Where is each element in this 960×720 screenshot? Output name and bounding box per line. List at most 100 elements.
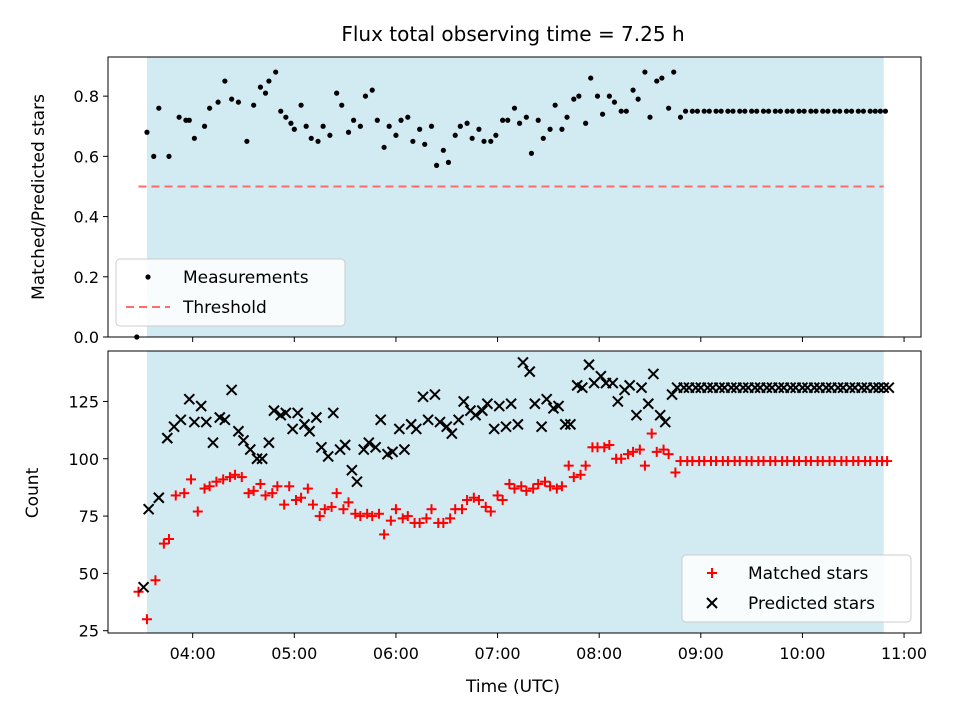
predicted-star-point — [393, 423, 406, 435]
measurement-point — [244, 138, 250, 144]
predicted-star-point — [701, 381, 714, 394]
predicted-star-point — [195, 400, 207, 412]
top-legend: Measurements Threshold — [115, 258, 346, 327]
matched-star-point — [628, 446, 639, 457]
measurement-point — [528, 150, 535, 156]
matched-star-point — [670, 467, 681, 478]
measurement-point — [369, 87, 375, 93]
predicted-star-point — [469, 409, 482, 421]
measurement-point — [144, 129, 150, 135]
top-panel: 0.00.20.40.60.8 Matched/Predicted stars … — [29, 56, 922, 347]
matched-star-point — [516, 481, 527, 492]
predicted-star-point — [417, 391, 429, 403]
matched-star-point — [545, 481, 556, 492]
predicted-star-point — [346, 464, 358, 476]
legend-box — [115, 258, 346, 327]
predicted-star-point — [666, 388, 678, 401]
measurement-point — [303, 123, 309, 129]
legend-label-matched: Matched stars — [748, 564, 868, 584]
predicted-star-point — [207, 437, 219, 449]
predicted-star-point — [844, 381, 856, 394]
predicted-star-point — [612, 395, 624, 408]
matched-star-point — [468, 492, 479, 503]
predicted-star-point — [298, 418, 311, 431]
matched-star-point — [492, 490, 503, 501]
measurement-point — [176, 114, 182, 120]
matched-star-point — [338, 504, 349, 515]
predicted-star-point — [630, 409, 643, 421]
measurement-point — [469, 135, 475, 141]
measurement-point — [855, 108, 861, 114]
measurement-point — [749, 108, 755, 114]
predicted-star-point — [303, 425, 316, 437]
measurement-point — [283, 114, 289, 120]
matched-star-point — [362, 508, 373, 519]
legend-marker-predicted — [706, 597, 718, 609]
matched-star-point — [568, 472, 579, 483]
measurement-point — [725, 108, 731, 114]
measurement-point — [784, 108, 790, 114]
measurement-point — [186, 117, 192, 123]
predicted-star-point — [452, 414, 465, 426]
chart-title: Flux total observing time = 7.25 h — [341, 22, 684, 46]
measurement-point — [730, 108, 736, 114]
matched-star-point — [158, 538, 169, 549]
bottom-axes-frame — [107, 350, 922, 634]
predicted-star-point — [524, 365, 536, 378]
x-tick-label: 05:00 — [271, 644, 317, 663]
measurement-point — [476, 126, 482, 132]
matched-star-point — [243, 488, 254, 499]
measurement-point — [552, 102, 558, 108]
matched-star-point — [350, 508, 361, 519]
measurement-point — [642, 69, 648, 75]
measurement-point — [398, 117, 404, 123]
measurement-point — [440, 147, 446, 153]
measurement-point — [813, 108, 819, 114]
predicted-star-point — [183, 393, 196, 405]
predicted-star-point — [410, 423, 422, 435]
measurement-point — [257, 84, 264, 90]
predicted-star-point — [142, 503, 155, 515]
top-axes-frame — [107, 56, 922, 338]
matched-star-point — [302, 483, 313, 494]
predicted-star-point — [225, 384, 238, 396]
predicted-star-point — [493, 400, 505, 412]
matched-star-point — [163, 534, 174, 544]
matched-star-point — [279, 499, 290, 510]
matched-star-point — [192, 506, 203, 517]
matched-star-point — [379, 529, 390, 540]
measurement-point — [393, 132, 399, 138]
legend-box — [681, 554, 912, 623]
measurement-point — [481, 138, 487, 144]
matched-star-point — [485, 506, 496, 517]
predicted-star-point — [529, 398, 541, 410]
predicted-star-point — [268, 404, 280, 417]
matched-star-point — [248, 485, 259, 496]
matched-star-point — [414, 517, 425, 528]
predicted-star-point — [820, 381, 832, 394]
predicted-star-point — [457, 395, 470, 408]
measurement-point — [789, 108, 795, 114]
measurement-point — [647, 114, 653, 120]
measurement-point — [877, 108, 883, 114]
predicted-star-point — [315, 441, 328, 453]
measurement-point — [327, 132, 333, 138]
x-tick-label: 08:00 — [576, 644, 622, 663]
predicted-star-point — [429, 388, 441, 401]
measurement-point — [772, 108, 778, 114]
matched-star-point — [426, 504, 437, 515]
matched-star-point — [319, 504, 330, 515]
measurement-point — [659, 75, 665, 81]
measurement-point — [457, 123, 463, 129]
predicted-star-point — [784, 381, 797, 394]
matched-star-point — [260, 490, 271, 501]
measurement-point — [547, 126, 553, 132]
matched-star-point — [296, 492, 307, 503]
measurement-point — [765, 108, 772, 114]
measurement-points — [134, 69, 889, 340]
measurement-point — [635, 96, 641, 102]
x-axis-label: Time (UTC) — [465, 677, 560, 697]
matched-star-point — [179, 488, 190, 499]
x-tick-label: 11:00 — [881, 644, 927, 663]
